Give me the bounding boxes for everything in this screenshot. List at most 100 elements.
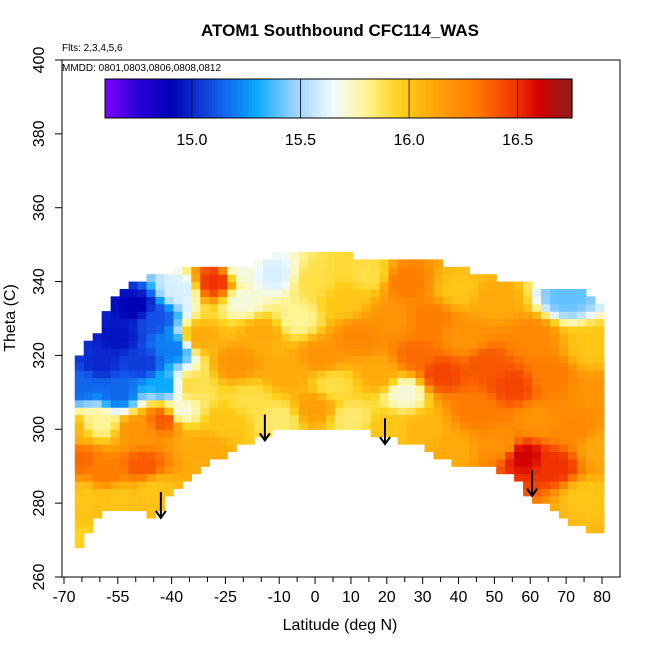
heatmap-cell [424,318,435,327]
heatmap-cell [325,281,336,290]
heatmap-cell [424,281,435,290]
heatmap-cell [280,392,291,401]
heatmap-cell [343,377,354,386]
colorbar-swatch [268,79,273,118]
heatmap-cell [442,281,452,290]
heatmap-cell [137,458,148,467]
heatmap-cell [532,436,542,445]
heatmap-cell [263,377,273,386]
heatmap-cell [74,480,85,489]
heatmap-cell [280,333,291,342]
heatmap-cell [478,348,488,357]
heatmap-cell [200,348,210,357]
heatmap-cell [469,407,479,416]
heatmap-cell [594,429,605,438]
heatmap-cell [514,399,524,408]
heatmap-cell [110,488,121,497]
colorbar-swatch [341,79,346,118]
heatmap-cell [289,392,300,401]
heatmap-cell [146,325,157,334]
colorbar-swatch [551,79,556,118]
heatmap-cell [325,266,336,275]
heatmap-cell [307,370,318,379]
heatmap-cell [191,288,201,297]
heatmap-cell [469,281,479,290]
heatmap-cell [272,303,282,312]
heatmap-cell [549,414,560,423]
heatmap-cell [316,325,327,334]
heatmap-cell [594,503,605,512]
heatmap-cell [576,303,587,312]
heatmap-cell [289,355,300,364]
heatmap-cell [307,384,318,393]
heatmap-cell [298,348,309,357]
heatmap-cell [532,480,542,489]
heatmap-cell [110,333,121,342]
heatmap-cell [146,362,157,371]
heatmap-cell [173,311,183,320]
heatmap-cell [442,355,452,364]
heatmap-cell [469,429,479,438]
heatmap-cell [532,325,542,334]
arrow-markers [155,414,538,520]
heatmap-cell [451,325,461,334]
heatmap-cell [191,392,201,401]
heatmap-cell [191,340,201,349]
heatmap-cell [487,281,497,290]
heatmap-cell [200,421,210,430]
heatmap-cell [200,296,210,305]
heatmap-cell [433,436,443,445]
heatmap-cell [245,421,255,430]
heatmap-cell [83,370,94,379]
heatmap-cell [532,340,542,349]
colorbar-swatch [515,79,520,118]
heatmap-cell [469,436,479,445]
heatmap-cell [433,274,443,283]
heatmap-cell [272,370,282,379]
heatmap-cell [272,340,282,349]
heatmap-cell [298,414,309,423]
heatmap-cell [110,421,121,430]
heatmap-cell [137,348,148,357]
heatmap-cell [200,355,210,364]
heatmap-cell [227,414,237,423]
heatmap-cell [289,311,300,320]
heatmap-cell [263,421,273,430]
heatmap-cell [119,377,130,386]
heatmap-cell [236,414,246,423]
heatmap-cell [245,392,255,401]
heatmap-cell [191,429,201,438]
heatmap-cell [227,355,237,364]
heatmap-cell [558,325,569,334]
heatmap-cell [478,451,488,460]
heatmap-cell [558,340,569,349]
heatmap-cell [433,370,443,379]
heatmap-cell [379,259,390,268]
heatmap-cell [74,421,85,430]
heatmap-cell [576,451,587,460]
heatmap-cell [316,274,327,283]
heatmap-cell [173,274,183,283]
heatmap-cell [173,281,183,290]
heatmap-cell [119,466,130,475]
heatmap-cell [532,451,542,460]
heatmap-cell [307,377,318,386]
heatmap-cell [119,288,130,297]
heatmap-cell [594,325,605,334]
heatmap-cell [585,392,596,401]
heatmap-cell [487,303,497,312]
heatmap-cell [263,274,273,283]
heatmap-cell [289,288,300,297]
heatmap-cell [164,414,174,423]
heatmap-cell [415,414,426,423]
heatmap-cell [397,340,408,349]
heatmap-cell [119,503,130,512]
heatmap-cell [424,407,435,416]
heatmap-cell [424,399,435,408]
heatmap-cell [146,281,157,290]
heatmap-cell [263,296,273,305]
heatmap-cell [541,333,551,342]
heatmap-cell [549,488,560,497]
heatmap-cell [352,266,363,275]
